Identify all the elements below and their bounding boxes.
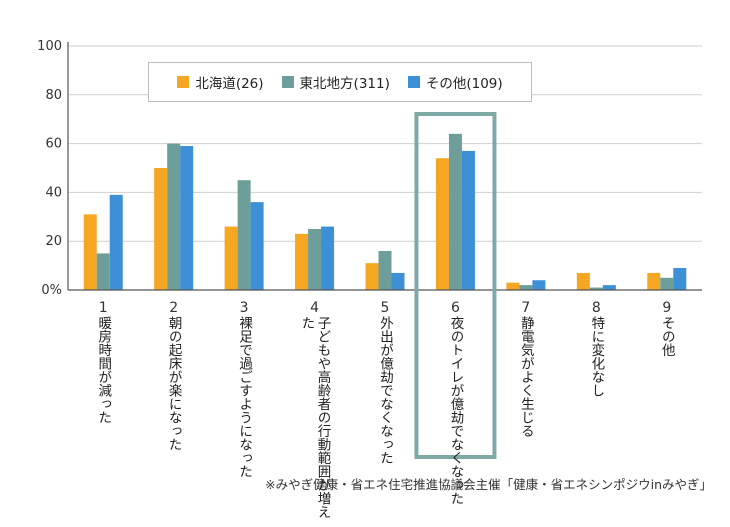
legend-label-hokkaido: 北海道(26) xyxy=(195,76,264,92)
x-tick-label-7: 7 xyxy=(521,300,530,316)
legend-item-hokkaido: 北海道(26) xyxy=(177,72,264,92)
legend-swatch-hokkaido xyxy=(177,76,190,88)
category-label-8: 特に変化なし xyxy=(588,316,605,397)
y-tick-label: 80 xyxy=(45,88,62,103)
bar-7-series-2 xyxy=(519,285,533,290)
legend-label-tohoku: 東北地方(311) xyxy=(299,76,390,92)
x-tick-label-4: 4 xyxy=(310,300,319,316)
x-tick-label-2: 2 xyxy=(169,300,178,316)
y-tick-labels: 0% 20 40 60 80 100 xyxy=(37,39,62,298)
bar-8-series-2 xyxy=(589,287,603,290)
bar-9-series-1 xyxy=(647,272,661,290)
bar-2-series-2 xyxy=(167,143,181,290)
bar-2-series-3 xyxy=(180,146,194,290)
legend-label-other: その他(109) xyxy=(425,76,503,92)
bar-4-series-1 xyxy=(295,233,309,290)
category-label-7: 静電気がよく生じる xyxy=(517,316,534,438)
bar-1-series-1 xyxy=(83,214,97,290)
bar-7-series-1 xyxy=(506,282,520,290)
bar-1-series-2 xyxy=(96,253,110,290)
category-label-2: 朝の起床が楽になった xyxy=(165,316,182,451)
bar-3-series-2 xyxy=(237,180,251,290)
bar-8-series-3 xyxy=(602,285,616,290)
x-tick-label-9: 9 xyxy=(662,300,671,316)
x-tick-label-5: 5 xyxy=(381,300,390,316)
legend-swatch-tohoku xyxy=(281,76,294,88)
legend-item-tohoku: 東北地方(311) xyxy=(281,72,390,92)
highlight-frame xyxy=(414,112,497,459)
y-tick-label: 40 xyxy=(45,185,62,200)
category-label-5: 外出が億劫でなくなった xyxy=(377,316,393,465)
bar-7-series-3 xyxy=(532,280,546,290)
category-label-4: 子どもや高齢者の行動範囲が増えた xyxy=(298,316,331,519)
bar-9-series-2 xyxy=(660,277,674,290)
bar-4-series-3 xyxy=(321,226,335,290)
bar-2-series-1 xyxy=(154,168,168,290)
source-note: ※みやぎ健康・省エネ住宅推進協議会主催「健康・省エネシンポジウinみやぎ」 xyxy=(265,477,712,492)
category-label-1: 暖房時間が減った xyxy=(95,316,112,424)
bar-5-series-1 xyxy=(365,263,379,290)
y-tick-label: 60 xyxy=(45,137,62,152)
category-label-6: 夜のトイレが億劫でなくなった xyxy=(447,316,464,505)
legend-item-other: その他(109) xyxy=(407,72,503,92)
y-tick-label: 0% xyxy=(41,283,62,298)
legend-swatch-other xyxy=(407,76,420,88)
y-tick-label: 100 xyxy=(37,39,62,54)
x-tick-labels: 1 2 3 4 5 6 7 8 9 xyxy=(99,300,671,316)
bar-3-series-3 xyxy=(250,202,264,290)
bar-1-series-3 xyxy=(109,194,123,290)
bar-9-series-3 xyxy=(673,268,687,290)
bar-6-series-2 xyxy=(448,133,462,290)
x-tick-label-1: 1 xyxy=(99,300,108,316)
category-label-3: 裸足で過ごすようになった xyxy=(236,316,253,478)
category-label-9: その他 xyxy=(658,316,675,357)
bar-6-series-1 xyxy=(435,158,449,290)
highlight-box xyxy=(414,112,497,459)
bar-5-series-3 xyxy=(391,272,405,290)
bar-3-series-1 xyxy=(224,226,238,290)
bar-6-series-3 xyxy=(461,150,475,290)
bar-5-series-2 xyxy=(378,250,392,290)
bars xyxy=(83,133,687,290)
x-tick-label-3: 3 xyxy=(240,300,249,316)
axes xyxy=(67,42,702,291)
bar-4-series-2 xyxy=(308,229,322,290)
x-tick-label-8: 8 xyxy=(592,300,601,316)
bar-8-series-1 xyxy=(576,272,590,290)
legend: 北海道(26) 東北地方(311) その他(109) xyxy=(148,62,532,102)
x-tick-label-6: 6 xyxy=(451,300,460,316)
y-tick-label: 20 xyxy=(45,234,62,249)
